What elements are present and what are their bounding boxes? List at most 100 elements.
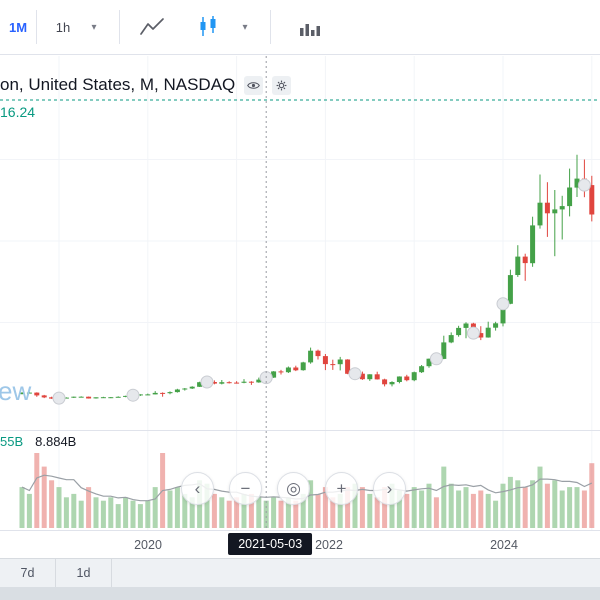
candle-body[interactable] — [19, 392, 25, 395]
volume-bar[interactable] — [537, 466, 543, 528]
volume-bar[interactable] — [71, 493, 77, 528]
candle-body[interactable] — [559, 206, 565, 210]
candle-body[interactable] — [530, 225, 536, 264]
candle-body[interactable] — [137, 394, 143, 396]
candle-body[interactable] — [152, 392, 158, 395]
volume-bar[interactable] — [100, 500, 106, 528]
candle-body[interactable] — [271, 371, 277, 378]
volume-bar[interactable] — [219, 497, 225, 528]
candle-body[interactable] — [71, 396, 77, 398]
volume-bar[interactable] — [130, 500, 136, 528]
volume-bar[interactable] — [322, 487, 328, 528]
volume-bar[interactable] — [359, 487, 365, 528]
candle-body[interactable] — [34, 392, 40, 396]
volume-bar[interactable] — [26, 493, 32, 528]
volume-bar[interactable] — [241, 493, 247, 528]
toggle-visibility-button[interactable] — [244, 75, 264, 95]
volume-bar[interactable] — [382, 487, 388, 528]
candle-body[interactable] — [396, 376, 402, 383]
candle-style-button[interactable] — [184, 7, 232, 47]
volume-bar[interactable] — [49, 480, 55, 528]
candle-body[interactable] — [419, 366, 425, 373]
candle-body[interactable] — [426, 358, 432, 367]
candle-body[interactable] — [160, 392, 166, 394]
candle-body[interactable] — [448, 335, 454, 343]
volume-bar[interactable] — [500, 483, 506, 528]
volume-bar[interactable] — [285, 497, 291, 528]
volume-bar[interactable] — [189, 497, 195, 528]
candle-body[interactable] — [189, 386, 195, 389]
candle-body[interactable] — [404, 376, 410, 381]
candle-body[interactable] — [374, 374, 380, 380]
style-dropdown-caret-icon[interactable]: ▾ — [232, 7, 258, 47]
candle-body[interactable] — [537, 202, 543, 226]
candle-body[interactable] — [574, 178, 580, 188]
volume-bar[interactable] — [41, 466, 47, 528]
volume-bar[interactable] — [463, 487, 469, 528]
candle-body[interactable] — [93, 397, 99, 399]
volume-bar[interactable] — [589, 463, 595, 528]
volume-bar[interactable] — [145, 500, 151, 528]
event-marker[interactable] — [126, 388, 140, 402]
candle-body[interactable] — [337, 359, 343, 365]
volume-bar[interactable] — [515, 480, 521, 528]
volume-bar[interactable] — [367, 493, 373, 528]
candle-body[interactable] — [41, 395, 47, 398]
volume-bar[interactable] — [552, 480, 558, 528]
volume-bar[interactable] — [248, 493, 254, 528]
volume-bar[interactable] — [448, 483, 454, 528]
volume-bar[interactable] — [204, 483, 210, 528]
volume-bar[interactable] — [78, 500, 84, 528]
candle-body[interactable] — [115, 396, 121, 398]
candle-body[interactable] — [544, 202, 550, 214]
volume-bar[interactable] — [352, 483, 358, 528]
candle-body[interactable] — [589, 185, 595, 215]
candle-body[interactable] — [234, 382, 240, 384]
candle-body[interactable] — [359, 373, 365, 380]
candle-body[interactable] — [197, 382, 203, 387]
candle-body[interactable] — [411, 372, 417, 381]
volume-bar[interactable] — [63, 497, 69, 528]
volume-bar[interactable] — [263, 500, 269, 528]
candle-body[interactable] — [315, 350, 321, 357]
interval-dropdown-caret-icon[interactable]: ▾ — [81, 7, 107, 47]
volume-bar[interactable] — [315, 493, 321, 528]
candle-body[interactable] — [507, 275, 513, 304]
volume-bar[interactable] — [19, 487, 25, 528]
volume-bar[interactable] — [308, 480, 314, 528]
volume-bar[interactable] — [493, 500, 499, 528]
zoom-in-button[interactable]: + — [325, 472, 358, 505]
volume-bar[interactable] — [174, 487, 180, 528]
candle-body[interactable] — [78, 396, 84, 398]
volume-bar[interactable] — [278, 500, 284, 528]
volume-bar[interactable] — [167, 490, 173, 529]
candle-body[interactable] — [49, 397, 55, 399]
candle-body[interactable] — [108, 397, 114, 399]
candle-body[interactable] — [463, 323, 469, 328]
candle-body[interactable] — [478, 333, 484, 338]
candle-body[interactable] — [500, 303, 506, 324]
event-marker[interactable] — [496, 297, 510, 311]
series-settings-button[interactable] — [272, 75, 292, 95]
candle-body[interactable] — [174, 389, 180, 393]
volume-bar[interactable] — [234, 497, 240, 528]
volume-bar[interactable] — [544, 483, 550, 528]
candle-body[interactable] — [211, 382, 217, 384]
volume-bar[interactable] — [441, 466, 447, 528]
candle-body[interactable] — [552, 209, 558, 214]
volume-bar[interactable] — [256, 497, 262, 528]
candle-body[interactable] — [285, 367, 291, 373]
scroll-right-button[interactable]: › — [373, 472, 406, 505]
zoom-out-button[interactable]: − — [229, 472, 262, 505]
volume-bar[interactable] — [182, 493, 188, 528]
volume-bar[interactable] — [93, 497, 99, 528]
candle-body[interactable] — [485, 327, 491, 338]
volume-bar[interactable] — [345, 487, 351, 528]
candle-body[interactable] — [567, 187, 573, 207]
line-style-button[interactable] — [128, 7, 176, 47]
volume-bar[interactable] — [271, 497, 277, 528]
candle-body[interactable] — [522, 256, 528, 264]
candle-body[interactable] — [100, 397, 106, 399]
volume-bar[interactable] — [211, 493, 217, 528]
candle-body[interactable] — [330, 364, 336, 366]
